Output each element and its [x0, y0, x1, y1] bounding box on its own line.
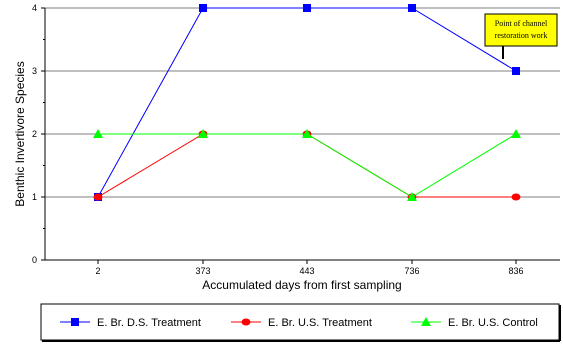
legend-item: E. Br. U.S. Control [411, 317, 538, 329]
legend: E. Br. D.S. Treatment E. Br. U.S. Treatme… [40, 303, 561, 342]
legend-item: E. Br. U.S. Treatment [231, 317, 372, 329]
legend-item: E. Br. D.S. Treatment [60, 317, 201, 329]
x-tick-label: 373 [195, 266, 210, 276]
grid-lines [45, 7, 560, 198]
x-ticks: 2 373 443 736 836 [95, 260, 524, 276]
legend-swatch-marker [241, 318, 251, 326]
legend-label: E. Br. U.S. Control [448, 317, 538, 329]
y-tick-label: 0 [32, 255, 37, 265]
x-tick-label: 443 [299, 266, 314, 276]
legend-items: E. Br. D.S. Treatment E. Br. U.S. Treatme… [60, 317, 538, 329]
legend-box [40, 303, 560, 341]
series-line [97, 133, 516, 198]
y-tick-label: 4 [32, 3, 37, 13]
x-tick-label: 736 [404, 266, 419, 276]
data-point [303, 4, 311, 12]
x-tick-label: 2 [95, 266, 100, 276]
series-3 [93, 129, 521, 201]
annotation-box [484, 13, 558, 47]
series-line [97, 7, 517, 198]
y-tick-label: 1 [32, 192, 37, 202]
data-point [512, 67, 520, 75]
data-point [199, 4, 207, 12]
data-point [511, 193, 521, 201]
y-tick-label: 3 [32, 66, 37, 76]
y-tick-label: 2 [32, 129, 37, 139]
data-point [302, 129, 312, 138]
annotation-callout: Point of channel restoration work [484, 13, 558, 59]
series-line [98, 133, 517, 198]
annotation-text: restoration work [495, 31, 548, 40]
series-1 [94, 4, 520, 201]
data-point [198, 129, 208, 138]
series-2 [93, 130, 521, 201]
data-point [511, 129, 521, 138]
x-tick-label: 836 [508, 266, 523, 276]
legend-swatch-marker [421, 317, 431, 326]
legend-label: E. Br. U.S. Treatment [268, 317, 372, 329]
data-point [407, 192, 417, 201]
y-axis-label: Benthic Invertivore Species [13, 61, 27, 206]
legend-swatch-marker [71, 318, 79, 326]
legend-label: E. Br. D.S. Treatment [97, 317, 201, 329]
data-point [93, 129, 103, 138]
data-point [93, 193, 103, 201]
series [93, 4, 521, 201]
data-point [408, 4, 416, 12]
annotation-text: Point of channel [495, 19, 548, 28]
x-axis-label: Accumulated days from first sampling [202, 278, 401, 292]
y-ticks: 0 1 2 3 4 [32, 3, 45, 265]
